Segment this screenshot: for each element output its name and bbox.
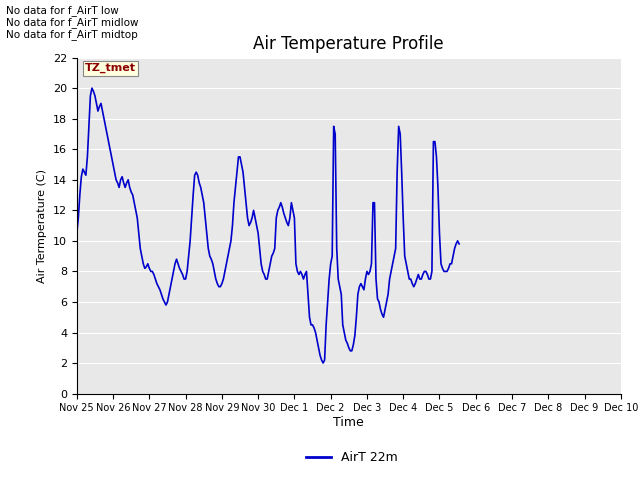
Text: No data for f_AirT low: No data for f_AirT low (6, 5, 119, 16)
Text: TZ_tmet: TZ_tmet (84, 63, 136, 73)
Title: Air Temperature Profile: Air Temperature Profile (253, 35, 444, 53)
Text: No data for f_AirT midtop: No data for f_AirT midtop (6, 29, 138, 40)
Legend: AirT 22m: AirT 22m (301, 446, 403, 469)
X-axis label: Time: Time (333, 416, 364, 429)
Y-axis label: Air Termperature (C): Air Termperature (C) (37, 168, 47, 283)
Text: No data for f_AirT midlow: No data for f_AirT midlow (6, 17, 139, 28)
